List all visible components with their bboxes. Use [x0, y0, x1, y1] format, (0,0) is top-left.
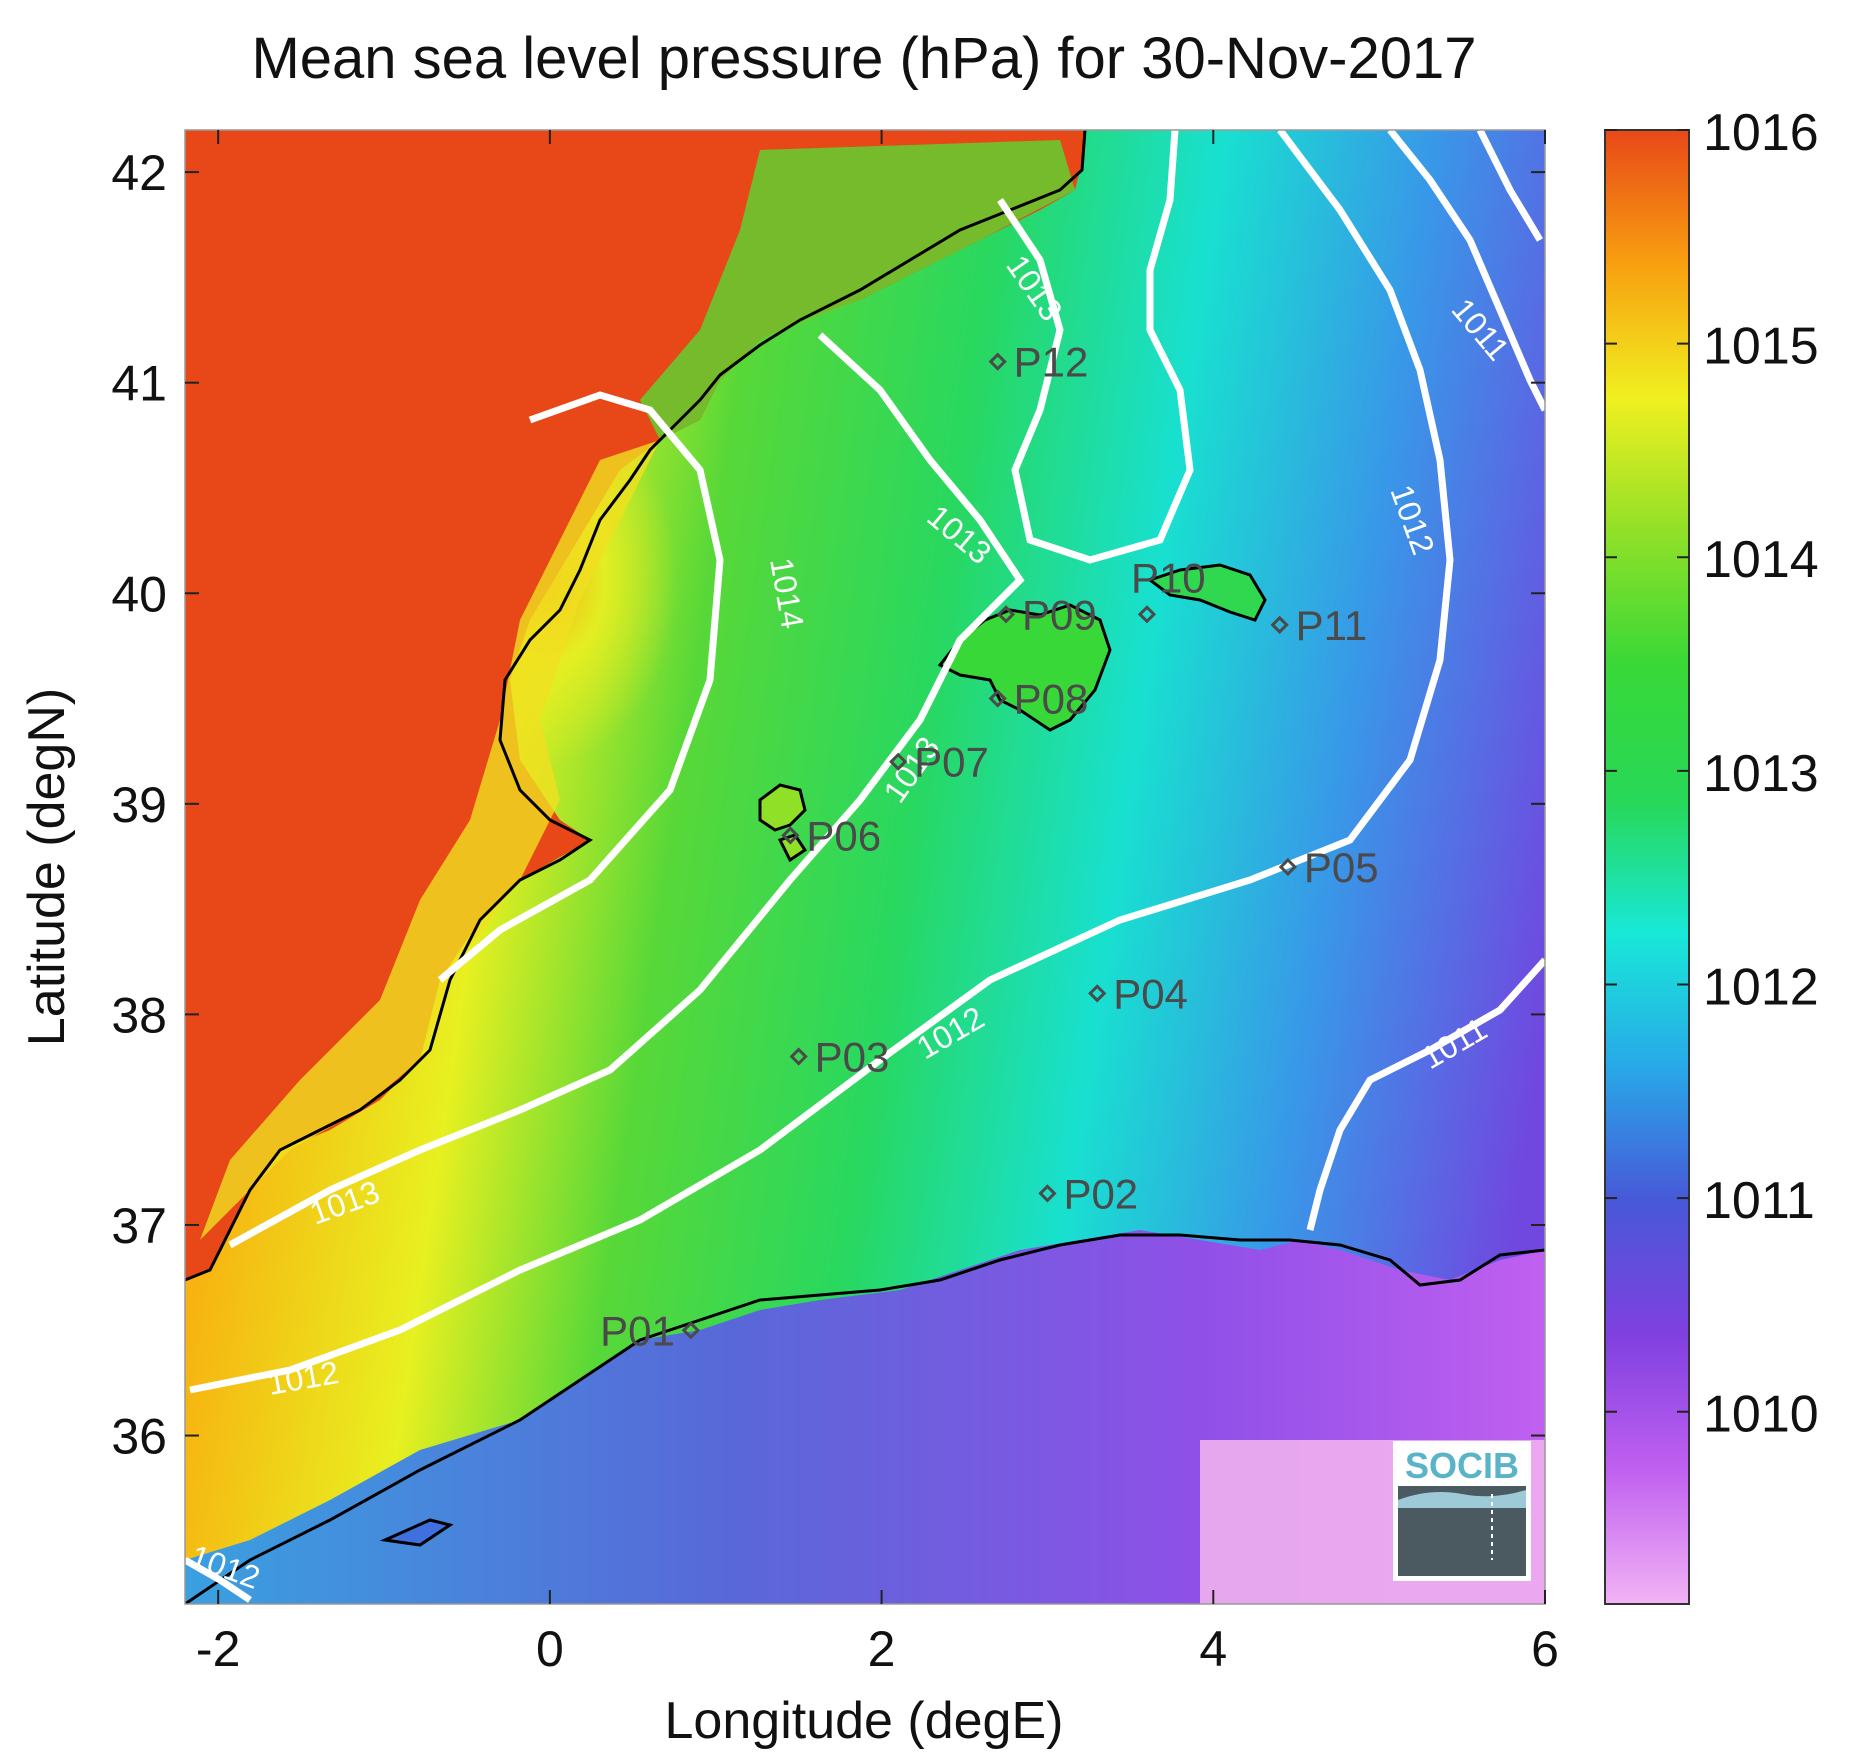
x-tick-label: 2 [868, 1621, 896, 1677]
station-marker [889, 752, 908, 771]
station-marker [681, 1321, 700, 1340]
colorbar-tick-label: 1012 [1703, 958, 1819, 1016]
alboran-islet [379, 1518, 454, 1547]
africa-coastline [185, 1233, 1545, 1604]
ibiza-island [758, 783, 807, 832]
station-label: P11 [1296, 602, 1368, 649]
y-tick-label: 40 [111, 566, 167, 622]
colorbar-tick-label: 1016 [1703, 104, 1819, 162]
colorbar-tick-label: 1014 [1703, 531, 1819, 589]
station-marker [988, 352, 1007, 371]
y-tick-label: 38 [111, 987, 167, 1043]
iberia-coast-yellow [200, 440, 660, 1240]
station-label: P10 [1131, 554, 1206, 601]
station-marker [1088, 984, 1107, 1003]
station-label: P01 [600, 1307, 675, 1354]
station-label: P12 [1014, 339, 1089, 386]
station-markers: P01 P02 P03 P04 P05 P06 P07 P08 P09 P10 P11 P12 [600, 339, 1379, 1355]
mallorca-island [937, 603, 1112, 732]
contour-1011-east [1387, 130, 1545, 412]
map-area: 1014 1013 1013 1013 1013 1012 1012 1012 … [185, 130, 1545, 1604]
axes-frame [184, 129, 1546, 1605]
station-label: P06 [806, 812, 881, 859]
contour-1013-north [997, 130, 1194, 564]
station-marker [789, 1047, 808, 1066]
station-marker [988, 689, 1007, 708]
contour-1013 [228, 332, 1025, 1249]
station-marker [1278, 857, 1298, 877]
menorca-island [1146, 563, 1267, 622]
contour-1011-north [1476, 130, 1544, 242]
contour-1012 [189, 130, 1454, 1394]
contour-1012-sw [185, 1556, 252, 1603]
x-axis-ticks: -2 0 2 4 6 [196, 130, 1559, 1677]
y-tick-label: 39 [111, 777, 167, 833]
y-axis-label: Latitude (degN) [18, 688, 76, 1046]
y-tick-label: 36 [111, 1409, 167, 1465]
station-marker [1137, 605, 1157, 624]
y-axis-ticks: 36 37 38 39 40 41 42 [111, 145, 1545, 1465]
station-marker [781, 826, 800, 845]
station-label: P04 [1113, 970, 1188, 1017]
colorbar-tick-label: 1015 [1703, 318, 1819, 376]
station-marker [1270, 615, 1289, 634]
colorbar-ticks: 1010 1011 1012 1013 1014 1015 1016 [1605, 104, 1819, 1444]
station-label: P02 [1063, 1170, 1138, 1217]
colorbar [1604, 129, 1690, 1605]
station-label: P09 [1022, 591, 1097, 638]
logo-wave [1398, 1490, 1526, 1508]
station-marker [1038, 1184, 1057, 1203]
colorbar-tick-label: 1010 [1703, 1386, 1819, 1444]
x-tick-label: 0 [536, 1621, 564, 1677]
y-tick-label: 41 [111, 356, 167, 412]
formentera-island [777, 833, 808, 863]
iberia-coastline [185, 130, 1087, 1282]
x-axis-label: Longitude (degE) [665, 1692, 1064, 1750]
chart-title: Mean sea level pressure (hPa) for 30-Nov… [251, 26, 1476, 91]
logo-text: SOCIB [1405, 1445, 1519, 1486]
colorbar-tick-label: 1011 [1703, 1172, 1815, 1230]
x-tick-label: -2 [196, 1621, 240, 1677]
station-marker [996, 605, 1016, 624]
station-label: P07 [914, 739, 989, 786]
contour-1014 [437, 391, 724, 983]
y-tick-label: 37 [111, 1198, 167, 1254]
contour-1011-south [1306, 957, 1545, 1231]
station-label: P03 [815, 1034, 890, 1081]
station-label: P08 [1014, 676, 1089, 723]
y-tick-label: 42 [111, 145, 167, 201]
socib-logo: SOCIB [1393, 1441, 1531, 1581]
x-tick-label: 4 [1199, 1621, 1227, 1677]
station-label: P05 [1304, 844, 1379, 891]
colorbar-tick-label: 1013 [1703, 745, 1819, 803]
x-tick-label: 6 [1531, 1621, 1559, 1677]
